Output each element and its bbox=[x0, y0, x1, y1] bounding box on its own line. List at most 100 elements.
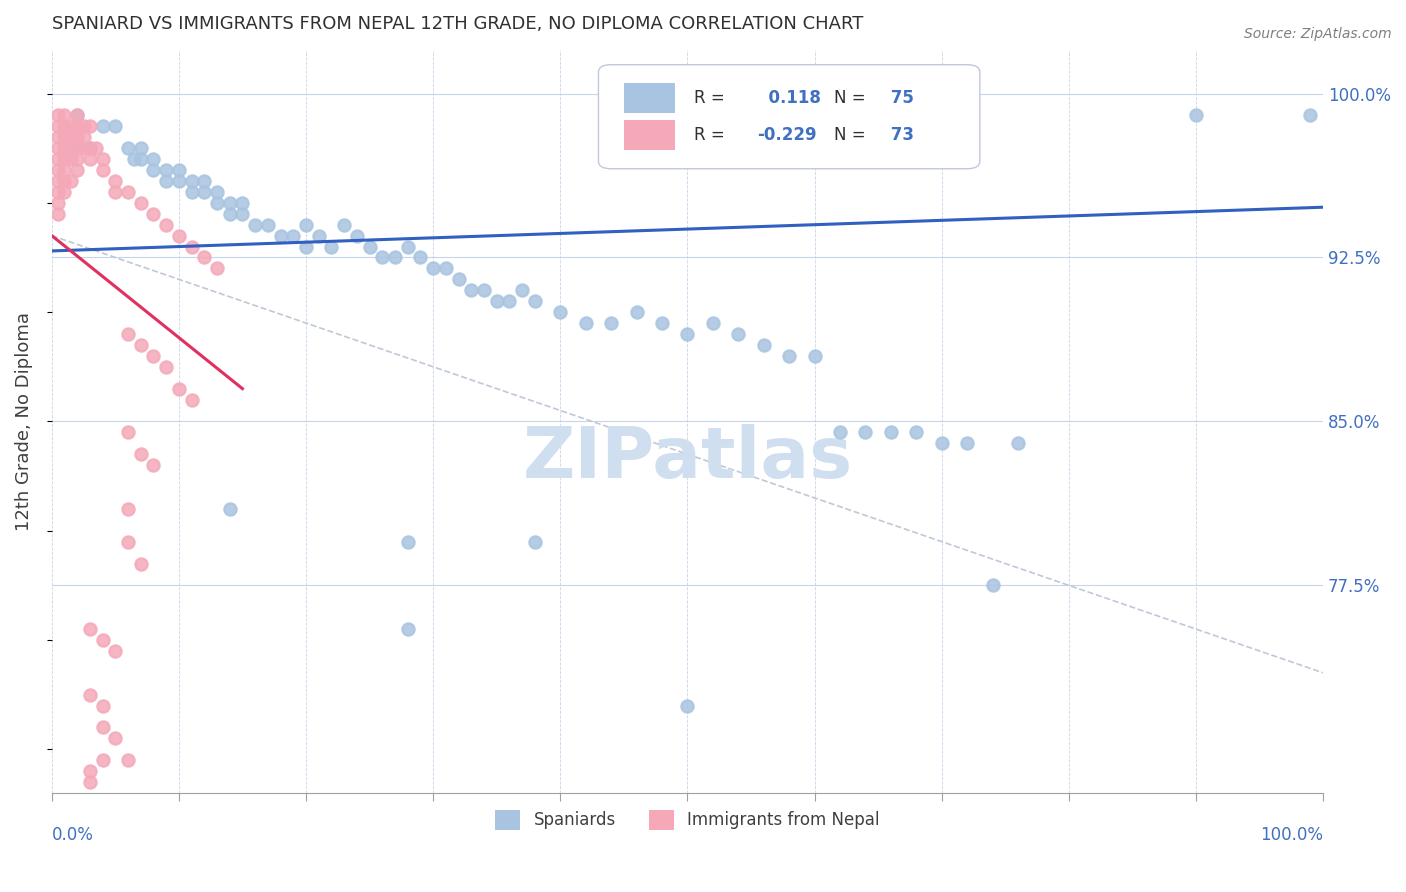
Point bbox=[66, 163, 89, 178]
Point bbox=[53, 152, 76, 166]
Point bbox=[142, 349, 165, 363]
Point bbox=[702, 316, 724, 330]
Point bbox=[72, 120, 94, 134]
Text: ZIPatlas: ZIPatlas bbox=[523, 424, 852, 493]
Point bbox=[91, 797, 114, 811]
Point bbox=[727, 326, 749, 341]
Point bbox=[66, 120, 89, 134]
Point bbox=[117, 326, 139, 341]
FancyBboxPatch shape bbox=[599, 65, 980, 169]
Point bbox=[91, 120, 114, 134]
Point bbox=[346, 228, 368, 243]
Point bbox=[295, 239, 318, 253]
Point bbox=[193, 185, 215, 199]
Point bbox=[129, 141, 152, 155]
Point bbox=[778, 349, 800, 363]
Point bbox=[422, 261, 444, 276]
Point bbox=[1185, 108, 1208, 122]
Text: 0.118: 0.118 bbox=[758, 89, 821, 107]
Point bbox=[472, 283, 495, 297]
Point bbox=[46, 185, 69, 199]
Point bbox=[53, 141, 76, 155]
Point bbox=[155, 359, 177, 374]
Point bbox=[218, 501, 240, 516]
Point bbox=[231, 195, 253, 210]
Point bbox=[155, 174, 177, 188]
Point bbox=[180, 174, 202, 188]
Point bbox=[53, 120, 76, 134]
Point bbox=[575, 316, 598, 330]
Point bbox=[142, 207, 165, 221]
Point bbox=[485, 294, 508, 309]
Point bbox=[117, 501, 139, 516]
Point bbox=[91, 632, 114, 647]
Point bbox=[905, 425, 928, 440]
Point bbox=[155, 163, 177, 178]
Point bbox=[59, 152, 82, 166]
Point bbox=[79, 688, 101, 702]
Point bbox=[142, 458, 165, 472]
Point bbox=[510, 283, 533, 297]
Point bbox=[550, 305, 572, 319]
Point bbox=[205, 261, 228, 276]
Point bbox=[434, 261, 457, 276]
Point bbox=[91, 753, 114, 767]
Point bbox=[79, 141, 101, 155]
Legend: Spaniards, Immigrants from Nepal: Spaniards, Immigrants from Nepal bbox=[488, 803, 887, 837]
Point bbox=[66, 108, 89, 122]
Point bbox=[104, 185, 127, 199]
Point bbox=[104, 174, 127, 188]
Point bbox=[142, 152, 165, 166]
Point bbox=[46, 152, 69, 166]
Point bbox=[218, 195, 240, 210]
Text: R =: R = bbox=[693, 127, 724, 145]
Point bbox=[91, 721, 114, 735]
Point bbox=[129, 557, 152, 571]
Point bbox=[396, 534, 419, 549]
Point bbox=[447, 272, 470, 286]
Point bbox=[803, 349, 825, 363]
Text: SPANIARD VS IMMIGRANTS FROM NEPAL 12TH GRADE, NO DIPLOMA CORRELATION CHART: SPANIARD VS IMMIGRANTS FROM NEPAL 12TH G… bbox=[52, 15, 863, 33]
Point bbox=[79, 622, 101, 636]
Point bbox=[205, 185, 228, 199]
Text: 100.0%: 100.0% bbox=[1260, 826, 1323, 844]
Point bbox=[676, 326, 699, 341]
Text: 0.0%: 0.0% bbox=[52, 826, 94, 844]
Point bbox=[46, 130, 69, 145]
Point bbox=[59, 130, 82, 145]
Point bbox=[46, 163, 69, 178]
Point bbox=[66, 141, 89, 155]
Point bbox=[180, 185, 202, 199]
Point bbox=[880, 425, 903, 440]
Point bbox=[167, 163, 190, 178]
Point bbox=[117, 185, 139, 199]
Point bbox=[142, 163, 165, 178]
Point bbox=[72, 141, 94, 155]
Point bbox=[931, 436, 953, 450]
Point bbox=[270, 228, 292, 243]
Text: Source: ZipAtlas.com: Source: ZipAtlas.com bbox=[1244, 27, 1392, 41]
Point bbox=[129, 338, 152, 352]
Point bbox=[523, 534, 546, 549]
Point bbox=[321, 239, 343, 253]
Point bbox=[46, 120, 69, 134]
Point bbox=[218, 207, 240, 221]
Point bbox=[59, 120, 82, 134]
Point bbox=[129, 152, 152, 166]
Point bbox=[167, 228, 190, 243]
Point bbox=[104, 120, 127, 134]
Point bbox=[91, 698, 114, 713]
Point bbox=[129, 447, 152, 461]
Y-axis label: 12th Grade, No Diploma: 12th Grade, No Diploma bbox=[15, 312, 32, 531]
Point bbox=[409, 251, 432, 265]
Text: N =: N = bbox=[834, 127, 865, 145]
Point bbox=[84, 141, 107, 155]
Point bbox=[981, 578, 1004, 592]
Point bbox=[104, 731, 127, 746]
Point bbox=[53, 163, 76, 178]
Point bbox=[91, 163, 114, 178]
Point bbox=[129, 195, 152, 210]
Point bbox=[167, 382, 190, 396]
Text: -0.229: -0.229 bbox=[758, 127, 817, 145]
Point bbox=[626, 305, 648, 319]
